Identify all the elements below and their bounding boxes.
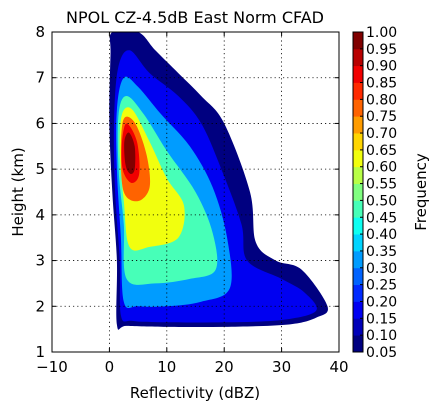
colorbar-cell [353, 65, 363, 83]
colorbar-cell [353, 99, 363, 117]
colorbar: 0.050.100.150.200.250.300.350.400.450.50… [352, 25, 430, 361]
colorbar-tick-label: 0.60 [366, 160, 397, 176]
colorbar-cell [353, 267, 363, 286]
colorbar-tick-label: 1.00 [366, 25, 397, 41]
colorbar-tick-label: 0.05 [366, 345, 397, 361]
colorbar-cell [353, 301, 363, 319]
x-tick-label: 20 [215, 358, 234, 376]
x-tick-label: 30 [272, 358, 291, 376]
colorbar-cell [353, 217, 363, 235]
y-tick-label: 2 [35, 297, 45, 315]
colorbar-cell [353, 250, 363, 269]
grid-lines [52, 32, 339, 352]
y-axis-ticks: 1 2 3 4 5 6 7 8 [35, 23, 339, 361]
colorbar-tick-label: 0.65 [366, 143, 397, 159]
x-tick-label: 40 [329, 358, 348, 376]
colorbar-tick-label: 0.55 [366, 177, 397, 193]
colorbar-label: Frequency [412, 153, 430, 231]
colorbar-cell [353, 32, 363, 50]
x-axis-ticks: −10 0 10 20 30 40 [36, 32, 349, 376]
y-tick-label: 3 [35, 252, 45, 270]
colorbar-tick-label: 0.10 [366, 328, 397, 344]
colorbar-cell [353, 284, 363, 302]
colorbar-tick-label: 0.20 [366, 294, 397, 310]
colorbar-tick-label: 0.95 [366, 42, 397, 58]
colorbar-cell [353, 200, 363, 218]
contour-layer [109, 32, 328, 330]
colorbar-tick-label: 0.50 [366, 193, 397, 209]
colorbar-tick-label: 0.85 [366, 76, 397, 92]
colorbar-tick-label: 0.35 [366, 244, 397, 260]
y-tick-label: 8 [35, 23, 45, 41]
y-tick-label: 6 [35, 114, 45, 132]
colorbar-tick-label: 0.25 [366, 278, 397, 294]
colorbar-ticks: 0.050.100.150.200.250.300.350.400.450.50… [360, 25, 397, 361]
colorbar-tick-label: 0.75 [366, 109, 397, 125]
y-axis-label: Height (km) [9, 147, 27, 236]
colorbar-cell [353, 335, 363, 353]
x-tick-label: −10 [36, 358, 68, 376]
x-axis-label: Reflectivity (dBZ) [130, 384, 260, 402]
y-tick-label: 4 [35, 206, 45, 224]
chart-title: NPOL CZ-4.5dB East Norm CFAD [66, 8, 324, 27]
colorbar-cells [353, 32, 363, 353]
contour-region [124, 132, 136, 174]
y-tick-label: 7 [35, 69, 45, 87]
colorbar-cell [353, 234, 363, 252]
x-tick-label: 0 [105, 358, 115, 376]
colorbar-tick-label: 0.45 [366, 210, 397, 226]
colorbar-tick-label: 0.90 [366, 59, 397, 75]
colorbar-cell [353, 318, 363, 336]
colorbar-cell [353, 133, 363, 151]
colorbar-cell [353, 166, 363, 184]
plot-frame [51, 31, 340, 353]
colorbar-cell [353, 149, 363, 168]
colorbar-cell [353, 48, 363, 67]
colorbar-tick-label: 0.80 [366, 92, 397, 108]
x-tick-label: 10 [157, 358, 176, 376]
y-tick-label: 5 [35, 160, 45, 178]
colorbar-tick-label: 0.70 [366, 126, 397, 142]
colorbar-tick-label: 0.30 [366, 261, 397, 277]
colorbar-tick-label: 0.40 [366, 227, 397, 243]
colorbar-cell [353, 116, 363, 134]
colorbar-cell [353, 82, 363, 100]
colorbar-cell [353, 183, 363, 201]
colorbar-frame [352, 31, 364, 353]
colorbar-tick-label: 0.15 [366, 311, 397, 327]
y-tick-label: 1 [35, 343, 45, 361]
plot-area: −10 0 10 20 30 40 1 2 3 4 5 6 7 8 [35, 23, 348, 376]
